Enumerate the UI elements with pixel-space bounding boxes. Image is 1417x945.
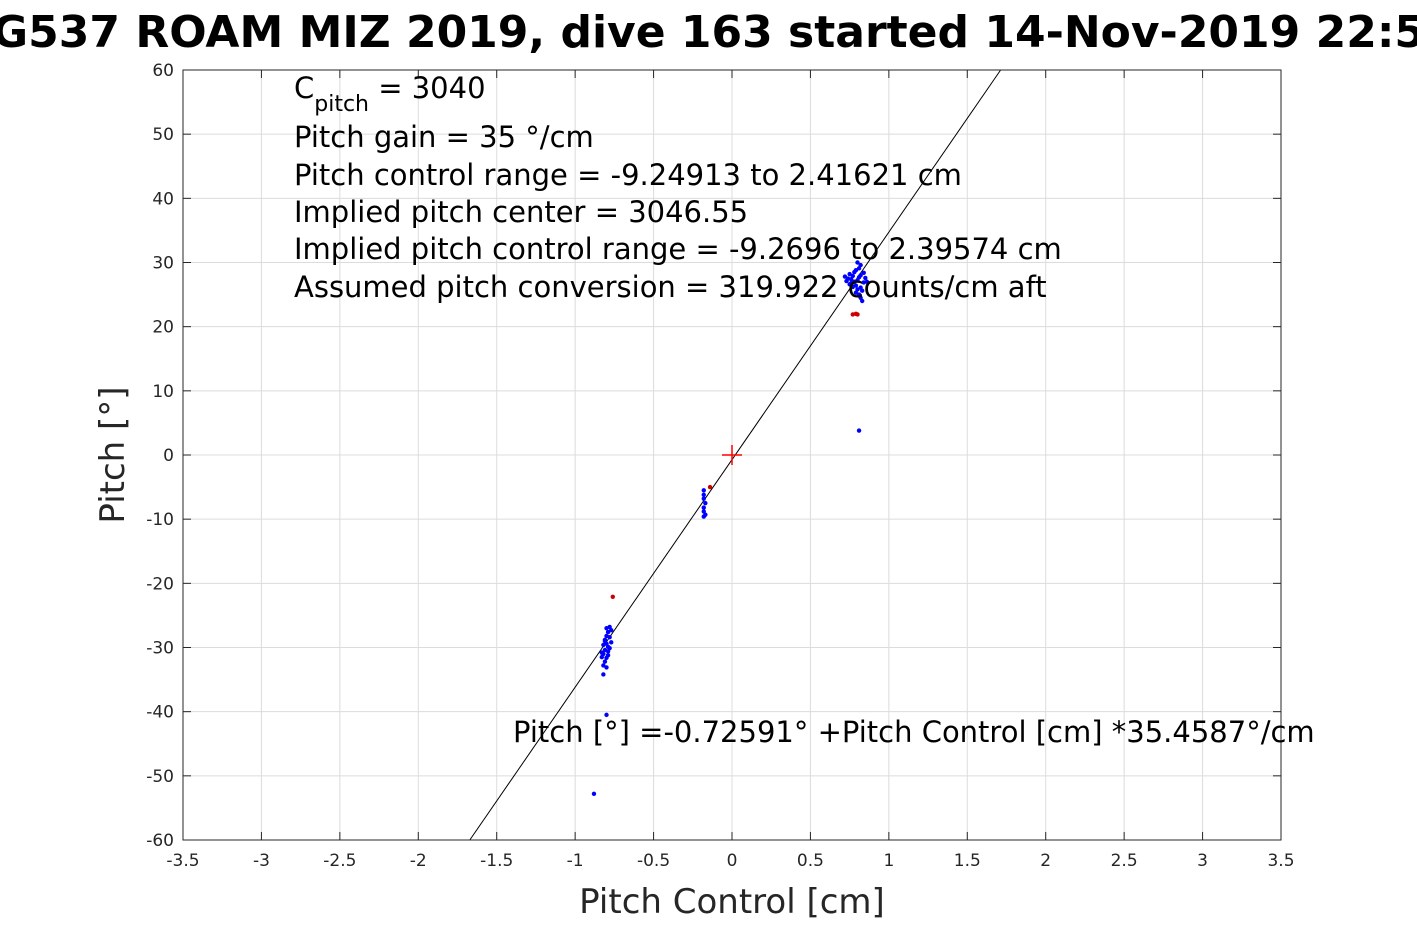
- y-tick-label: 10: [152, 382, 174, 402]
- blue-data-point: [853, 290, 859, 295]
- blue-data-point: [599, 650, 605, 655]
- pitch-control-range-annotation: Pitch control range = -9.24913 to 2.4162…: [294, 158, 962, 192]
- blue-data-point: [849, 276, 854, 282]
- blue-data-point: [601, 642, 606, 648]
- blue-data-point: [703, 500, 708, 506]
- ticks: [182, 69, 1282, 841]
- y-tick-label: 0: [163, 446, 174, 466]
- y-tick-label: -50: [146, 767, 174, 787]
- blue-data-point: [850, 284, 855, 290]
- blue-data-point: [864, 279, 870, 284]
- c-pitch-subscript: pitch: [314, 92, 369, 117]
- red-data-point: [610, 594, 615, 600]
- x-tick-label: 0.5: [797, 851, 824, 871]
- blue-data-point: [701, 514, 706, 519]
- x-tick-label: -1.5: [480, 851, 513, 871]
- blue-data-point: [599, 654, 605, 660]
- blue-data-point: [855, 260, 860, 265]
- x-tick-label: 1.5: [954, 851, 981, 871]
- blue-data-point: [607, 635, 612, 640]
- blue-data-point: [701, 505, 706, 510]
- y-tick-label: -30: [146, 639, 174, 659]
- blue-data-point: [856, 428, 862, 433]
- blue-data-point: [844, 278, 849, 284]
- blue-data-point: [605, 649, 611, 654]
- blue-data-point: [856, 275, 862, 280]
- y-tick-label: 60: [152, 61, 174, 81]
- x-tick-label: 3: [1197, 851, 1208, 871]
- blue-data-point: [861, 270, 866, 275]
- y-tick-label: 50: [152, 125, 174, 145]
- center-marker-layer: [722, 445, 742, 465]
- blue-data-point: [701, 488, 706, 493]
- x-tick-label: 3.5: [1267, 851, 1294, 871]
- blue-data-point: [609, 640, 614, 645]
- x-tick-label: 0: [727, 851, 738, 871]
- center-plus-marker: [722, 445, 742, 465]
- x-tick-label: -0.5: [637, 851, 670, 871]
- blue-data-point: [591, 791, 597, 796]
- y-tick-label: 20: [152, 318, 174, 338]
- scatter-points: [591, 260, 870, 796]
- x-tick-labels: -3.5 -3 -2.5 -2 -1.5 -1 -0.5 0 0.5 1 1.5 2 2.5 3 3.5: [166, 851, 1294, 871]
- y-tick-label: 40: [152, 189, 174, 209]
- y-tick-label: -40: [146, 703, 174, 723]
- x-tick-label: -3: [253, 851, 270, 871]
- c-pitch-annotation: Cpitch = 3040: [294, 71, 486, 117]
- blue-data-point: [863, 275, 868, 281]
- blue-data-point: [601, 672, 606, 677]
- blue-data-point: [605, 653, 611, 658]
- blue-data-point: [607, 624, 612, 630]
- x-tick-label: -2.5: [323, 851, 356, 871]
- implied-pitch-center-annotation: Implied pitch center = 3046.55: [294, 195, 748, 229]
- annotation-block: Cpitch = 3040 Pitch gain = 35 °/cm Pitch…: [294, 71, 1062, 304]
- assumed-pitch-conversion-annotation: Assumed pitch conversion = 319.922 count…: [294, 270, 1047, 304]
- blue-data-point: [602, 659, 608, 664]
- blue-data-point: [701, 496, 706, 501]
- x-tick-label: 2.5: [1111, 851, 1138, 871]
- blue-data-point: [852, 279, 857, 284]
- x-tick-label: -1: [567, 851, 584, 871]
- x-tick-label: 2: [1040, 851, 1051, 871]
- x-tick-label: -2: [410, 851, 427, 871]
- x-axis-label: Pitch Control [cm]: [579, 882, 885, 922]
- pitch-gain-annotation: Pitch gain = 35 °/cm: [294, 120, 594, 154]
- red-data-point: [853, 311, 859, 317]
- fit-equation-annotation: Pitch [°] =-0.72591° +Pitch Control [cm]…: [513, 715, 1315, 749]
- x-tick-label: 1: [883, 851, 894, 871]
- blue-data-point: [604, 665, 609, 670]
- blue-data-point: [859, 298, 865, 304]
- y-tick-label: -60: [146, 831, 174, 851]
- blue-data-point: [701, 492, 706, 497]
- blue-data-point: [602, 638, 608, 644]
- implied-pitch-control-range-annotation: Implied pitch control range = -9.2696 to…: [294, 232, 1062, 266]
- y-axis-label: Pitch [°]: [93, 386, 133, 523]
- blue-data-point: [604, 712, 609, 718]
- blue-data-point: [858, 262, 863, 268]
- x-tick-label: -3.5: [166, 851, 199, 871]
- chart-title: SG537 ROAM MIZ 2019, dive 163 started 14…: [0, 7, 1417, 58]
- y-tick-label: -20: [146, 574, 174, 594]
- c-pitch-value: = 3040: [369, 71, 486, 105]
- blue-data-point: [847, 282, 852, 287]
- blue-data-point: [842, 274, 848, 279]
- c-pitch-symbol: C: [294, 71, 314, 105]
- blue-data-point: [853, 268, 859, 273]
- y-tick-label: 30: [152, 254, 174, 274]
- y-tick-label: -10: [146, 510, 174, 530]
- red-data-point: [707, 484, 713, 490]
- y-tick-labels: -60 -50 -40 -30 -20 -10 0 10 20 30 40 50 60: [146, 61, 174, 851]
